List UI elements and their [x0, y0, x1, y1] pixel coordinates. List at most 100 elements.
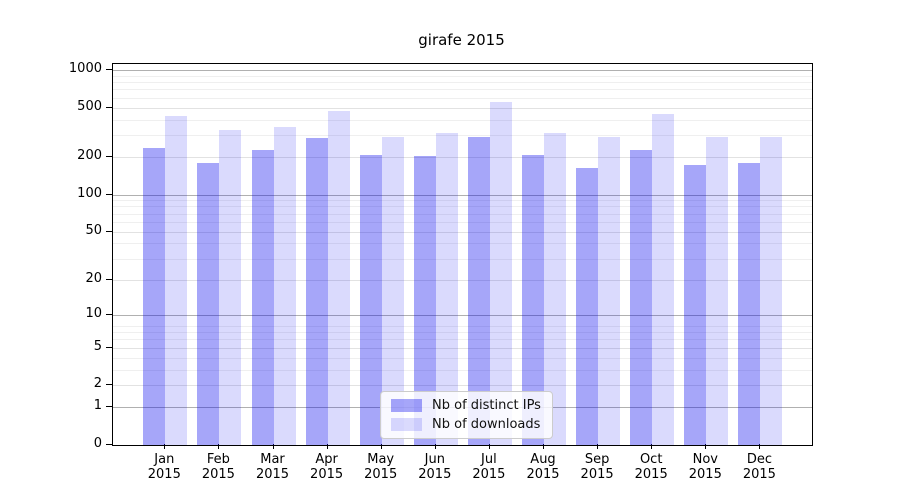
y-tick	[106, 444, 112, 445]
legend-swatch	[391, 418, 422, 431]
legend-swatch	[391, 399, 422, 412]
x-tick-label: May 2015	[364, 452, 398, 482]
y-tick	[106, 230, 112, 232]
bar-downloads-may	[381, 137, 404, 445]
gridline	[113, 325, 812, 327]
x-tick	[326, 444, 328, 449]
gridline	[113, 213, 812, 215]
x-tick-label: Oct 2015	[634, 452, 668, 482]
gridline	[113, 332, 812, 334]
x-tick-label: Apr 2015	[310, 452, 344, 482]
gridline	[113, 89, 812, 91]
bar-downloads-feb	[219, 130, 242, 445]
y-tick	[106, 68, 112, 70]
y-tick-label: 50	[85, 222, 102, 238]
bar-ips-aug	[522, 155, 544, 445]
y-tick	[106, 313, 112, 315]
y-tick-label: 200	[77, 148, 102, 164]
y-tick-label: 20	[85, 270, 102, 286]
bar-ips-mar	[251, 149, 274, 445]
legend: Nb of distinct IPs Nb of downloads	[380, 391, 553, 439]
gridline	[113, 314, 812, 316]
bar-ips-jun	[413, 156, 436, 445]
x-tick-label: Feb 2015	[201, 452, 235, 482]
gridline	[113, 221, 812, 223]
gridline	[113, 97, 812, 99]
legend-item: Nb of downloads	[391, 417, 541, 432]
x-tick	[380, 444, 382, 449]
bar-ips-may	[359, 155, 382, 445]
x-tick	[218, 444, 220, 449]
bar-ips-oct	[630, 149, 653, 445]
gridline	[113, 206, 812, 208]
gridline	[113, 82, 812, 83]
gridline	[113, 135, 812, 137]
legend-item: Nb of distinct IPs	[391, 398, 541, 413]
bar-ips-apr	[305, 137, 328, 445]
gridline	[113, 157, 812, 159]
x-tick-label: Dec 2015	[742, 452, 776, 482]
gridline	[113, 69, 812, 71]
x-tick-label: Jun 2015	[418, 452, 452, 482]
chart-title: girafe 2015	[418, 31, 505, 49]
x-tick	[759, 444, 761, 449]
gridline	[113, 194, 812, 196]
bar-downloads-dec	[760, 137, 783, 445]
bar-ips-jul	[467, 136, 490, 445]
y-tick	[106, 156, 112, 158]
x-tick	[705, 444, 707, 449]
bar-downloads-jan	[165, 116, 188, 445]
gridline	[113, 347, 812, 349]
x-tick	[434, 444, 436, 449]
y-tick-label: 1000	[68, 60, 102, 76]
bar-downloads-sep	[598, 137, 621, 445]
gridline	[113, 357, 812, 359]
bar-downloads-oct	[652, 114, 675, 445]
bar-downloads-nov	[706, 137, 729, 445]
y-tick-label: 0	[93, 436, 102, 451]
bar-ips-dec	[738, 163, 761, 445]
x-tick	[272, 444, 274, 449]
y-tick	[106, 406, 112, 408]
x-tick	[488, 444, 490, 449]
bar-ips-feb	[197, 162, 220, 445]
x-tick-label: Nov 2015	[688, 452, 722, 482]
x-tick-label: Jul 2015	[472, 452, 506, 482]
y-tick-label: 500	[77, 98, 102, 114]
y-tick-label: 100	[77, 185, 102, 201]
y-tick-label: 10	[85, 305, 102, 321]
gridline	[113, 119, 812, 121]
gridline	[113, 279, 812, 281]
y-tick	[106, 193, 112, 195]
bar-downloads-aug	[544, 133, 566, 445]
legend-label: Nb of downloads	[432, 417, 541, 432]
y-tick-label: 1	[93, 398, 102, 414]
x-tick	[597, 444, 599, 449]
x-tick-label: Jan 2015	[147, 452, 181, 482]
gridline	[113, 339, 812, 341]
y-tick-label: 2	[93, 376, 102, 392]
gridline	[113, 107, 812, 109]
y-tick	[106, 384, 112, 386]
x-tick-label: Mar 2015	[255, 452, 290, 482]
bar-downloads-mar	[273, 127, 296, 445]
x-tick	[651, 444, 653, 449]
bar-ips-nov	[684, 164, 707, 445]
gridline	[113, 369, 812, 371]
bar-downloads-apr	[327, 110, 350, 445]
bar-downloads-jul	[489, 101, 512, 445]
y-tick-label: 5	[93, 338, 102, 354]
gridline	[113, 200, 812, 202]
x-tick	[164, 444, 166, 449]
y-tick	[106, 278, 112, 280]
gridline	[113, 258, 812, 260]
x-tick-label: Aug 2015	[526, 452, 560, 482]
bar-downloads-jun	[435, 133, 458, 445]
legend-label: Nb of distinct IPs	[432, 398, 541, 413]
x-tick-label: Sep 2015	[580, 452, 614, 482]
gridline	[113, 231, 812, 233]
bar-ips-sep	[576, 167, 599, 445]
bar-ips-jan	[143, 148, 166, 445]
plot-area	[112, 63, 813, 446]
